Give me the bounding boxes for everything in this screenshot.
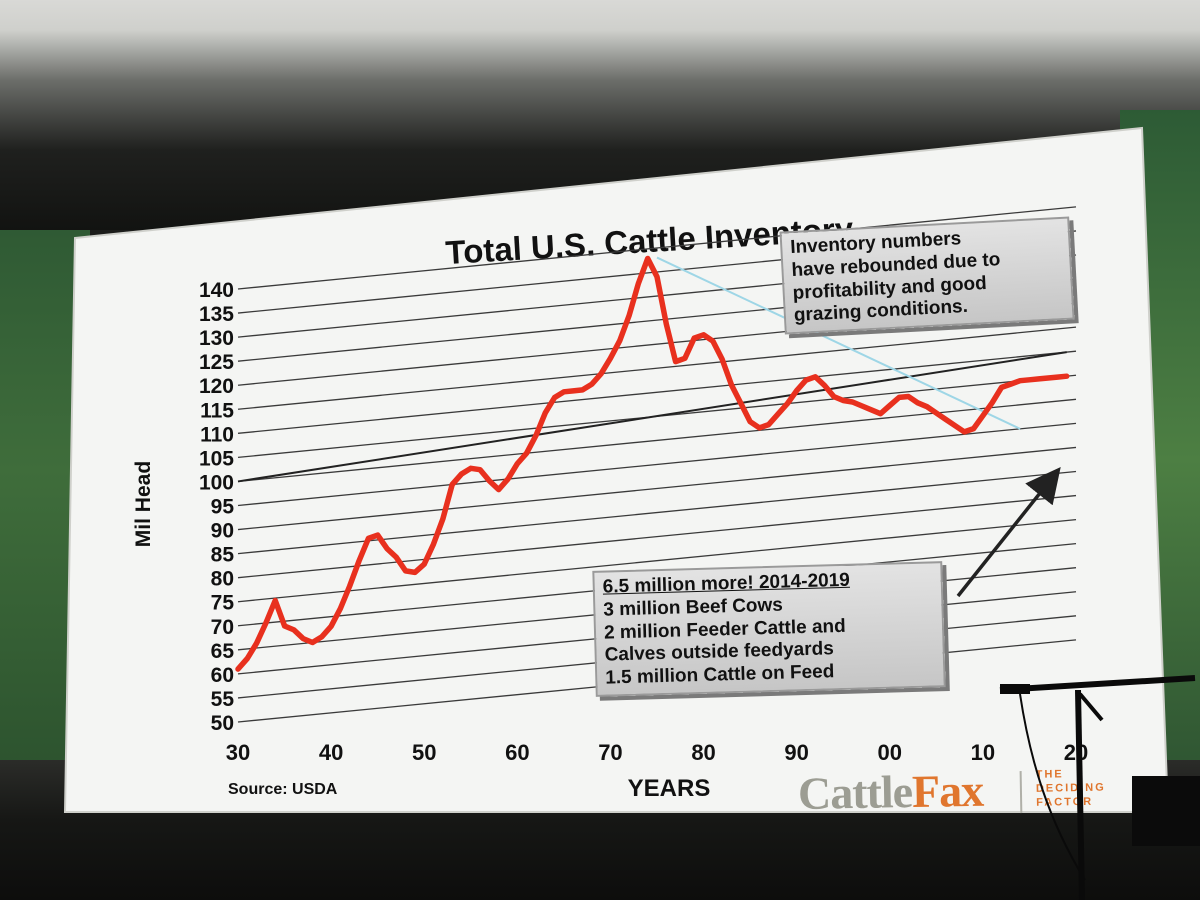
y-tick-label: 130	[199, 327, 234, 350]
y-tick-label: 70	[211, 616, 234, 639]
x-tick-label: 00	[878, 740, 902, 765]
y-tick-label: 60	[211, 664, 234, 687]
y-tick-label: 75	[211, 592, 235, 615]
y-axis-label: Mil Head	[132, 461, 155, 547]
y-gridline	[237, 446, 1077, 531]
y-tick-label: 110	[200, 423, 234, 446]
x-tick-label: 90	[784, 740, 808, 765]
inventory-series-line	[235, 255, 1070, 672]
x-tick-label: 30	[226, 740, 250, 765]
x-axis-label: YEARS	[628, 775, 711, 802]
y-gridline	[237, 518, 1077, 603]
y-gridline	[237, 470, 1077, 555]
x-tick-label: 20	[1064, 740, 1088, 765]
x-tick-label: 50	[412, 740, 436, 765]
x-tick-label: 60	[505, 740, 529, 765]
y-gridline	[237, 350, 1077, 434]
y-tick-label: 100	[199, 471, 234, 494]
y-tick-label: 55	[211, 688, 235, 711]
source-note: Source: USDA	[228, 781, 338, 798]
y-gridline	[237, 326, 1077, 410]
x-tick-label: 40	[319, 740, 343, 765]
y-gridline	[237, 422, 1077, 507]
y-tick-label: 80	[211, 568, 234, 591]
y-tick-label: 135	[199, 303, 234, 326]
y-tick-label: 120	[199, 375, 234, 398]
x-tick-label: 10	[971, 740, 995, 765]
y-tick-label: 90	[211, 520, 234, 543]
y-gridline	[237, 206, 1077, 290]
x-tick-label: 70	[598, 740, 622, 765]
reference-line	[237, 351, 1067, 483]
y-tick-label: 85	[211, 544, 235, 567]
x-tick-label: 80	[691, 740, 715, 765]
y-tick-label: 115	[200, 399, 234, 422]
y-tick-label: 105	[199, 447, 234, 470]
y-tick-label: 125	[199, 351, 234, 374]
y-tick-label: 65	[211, 640, 235, 663]
y-tick-label: 50	[211, 712, 234, 735]
y-tick-label: 140	[199, 279, 234, 302]
reference-line	[656, 256, 1021, 430]
y-tick-label: 95	[211, 496, 235, 519]
annotation-arrow	[956, 467, 1061, 598]
y-gridline	[237, 494, 1077, 579]
